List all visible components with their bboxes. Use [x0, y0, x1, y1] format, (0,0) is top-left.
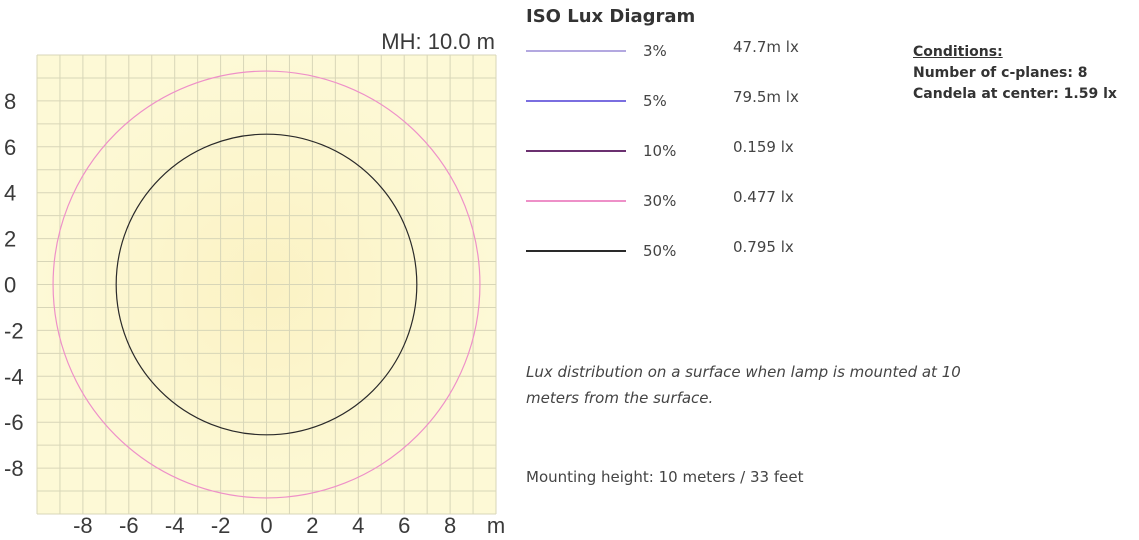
x-tick-label: 6	[398, 513, 410, 538]
y-tick-label: 2	[4, 227, 16, 252]
x-tick-label: -8	[73, 513, 93, 538]
x-tick-label: -6	[119, 513, 139, 538]
legend-item: 10% 0.159 lx	[526, 138, 846, 168]
y-tick-label: 8	[4, 89, 16, 114]
y-tick-label: 4	[4, 181, 16, 206]
legend-item: 5% 79.5m lx	[526, 88, 846, 118]
legend-lux-value: 47.7m lx	[733, 38, 799, 56]
conditions-heading: Conditions:	[913, 44, 1003, 60]
legend-lux-value: 0.795 lx	[733, 238, 794, 256]
legend-percent: 30%	[643, 192, 677, 210]
c-planes-count: Number of c-planes: 8	[913, 65, 1088, 81]
legend-item: 50% 0.795 lx	[526, 238, 846, 268]
x-tick-label: 4	[352, 513, 364, 538]
x-tick-label: -4	[165, 513, 185, 538]
legend-percent: 10%	[643, 142, 677, 160]
legend-item: 30% 0.477 lx	[526, 188, 846, 218]
y-tick-label: -2	[4, 318, 24, 343]
legend-percent: 50%	[643, 242, 677, 260]
y-axis-ticks: 8 6 4 2 0 -2 -4 -6 -8	[4, 89, 24, 481]
chart-title: ISO Lux Diagram	[526, 6, 696, 27]
legend-lux-value: 79.5m lx	[733, 88, 799, 106]
conditions-panel: Conditions: Number of c-planes: 8 Candel…	[913, 42, 1117, 105]
x-tick-label: 2	[306, 513, 318, 538]
y-tick-label: -6	[4, 410, 24, 435]
contour-30pct	[52, 70, 481, 499]
x-unit-label: m	[487, 513, 505, 538]
y-tick-label: -8	[4, 456, 24, 481]
mounting-height-label: MH: 10.0 m	[381, 29, 495, 54]
y-tick-label: 0	[4, 273, 16, 298]
contour-50pct	[115, 133, 418, 436]
y-tick-label: 6	[4, 135, 16, 160]
legend-swatch	[526, 200, 626, 202]
legend-lux-value: 0.477 lx	[733, 188, 794, 206]
legend-item: 3% 47.7m lx	[526, 38, 846, 68]
candela-at-center: Candela at center: 1.59 lx	[913, 86, 1117, 102]
legend-swatch	[526, 100, 626, 102]
mounting-height-text: Mounting height: 10 meters / 33 feet	[526, 468, 804, 486]
x-tick-label: 0	[260, 513, 272, 538]
x-axis-ticks: -8 -6 -4 -2 0 2 4 6 8 m	[73, 513, 505, 538]
legend-lux-value: 0.159 lx	[733, 138, 794, 156]
grid	[36, 54, 497, 515]
legend-swatch	[526, 150, 626, 152]
iso-lux-plot: 8 6 4 2 0 -2 -4 -6 -8 -8 -6 -4 -2 0 2 4 6 8 m MH: 10.0 m	[4, 29, 505, 538]
contours	[52, 70, 481, 499]
legend-percent: 3%	[643, 42, 667, 60]
legend-swatch	[526, 250, 626, 252]
description-text: Lux distribution on a surface when lamp …	[526, 363, 961, 407]
x-tick-label: -2	[211, 513, 231, 538]
x-tick-label: 8	[444, 513, 456, 538]
legend-percent: 5%	[643, 92, 667, 110]
legend-swatch	[526, 50, 626, 52]
y-tick-label: -4	[4, 364, 24, 389]
